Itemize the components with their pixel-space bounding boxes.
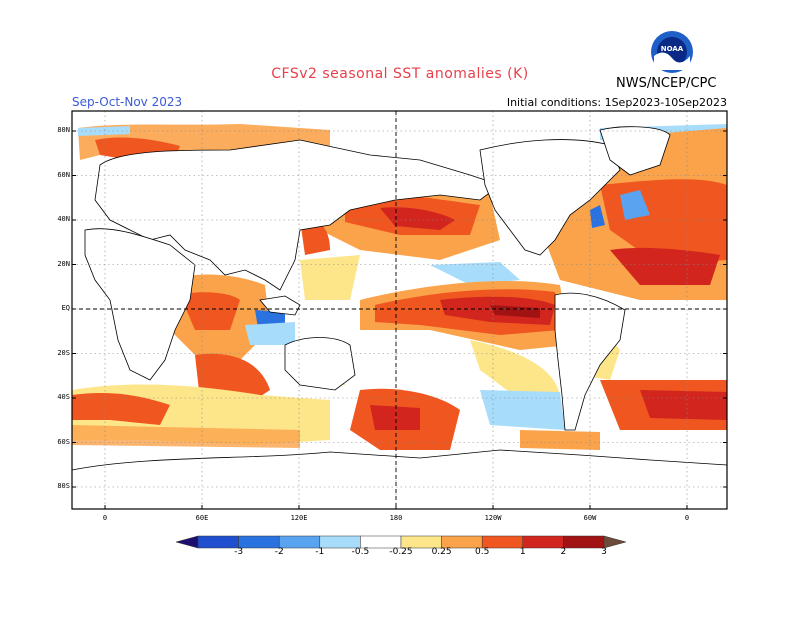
longitude-label: 120E: [290, 514, 308, 522]
latitude-label: 40S: [57, 393, 70, 401]
colorbar-label: -3: [234, 547, 244, 557]
agency-label: NWS/NCEP/CPC: [616, 76, 717, 91]
colorbar-label: 3: [601, 547, 607, 557]
longitude-label: 120W: [484, 514, 502, 522]
anomaly-patch: [470, 340, 560, 400]
landmass-indonesia: [259, 295, 301, 316]
anomaly-patch: [640, 390, 727, 420]
continents: [72, 126, 727, 509]
colorbar-segment: [563, 535, 605, 549]
anomaly-patch: [490, 305, 540, 318]
longitude-label: 0: [684, 514, 690, 522]
anomaly-patch: [520, 430, 600, 450]
landmass-antarctica: [72, 449, 727, 509]
colorbar-label: 0.5: [475, 547, 490, 557]
longitude-label: 0: [102, 514, 108, 522]
colorbar-segment: [197, 535, 239, 549]
latitude-label: 20S: [57, 348, 70, 357]
colorbar-segment: [238, 535, 280, 549]
landmass-south-america: [554, 292, 626, 431]
chart-title: CFSv2 seasonal SST anomalies (K): [271, 66, 529, 82]
landmass-australia: [284, 337, 356, 391]
graticule: [72, 111, 727, 509]
latitude-label: EQ: [61, 304, 70, 312]
anomaly-patch: [430, 262, 520, 285]
longitude-label: 60E: [195, 514, 209, 522]
colorbar-min-arrow: [175, 535, 199, 549]
colorbar-label: 2: [560, 547, 567, 557]
latitude-label: 80N: [57, 126, 70, 134]
colorbar-label: -1: [315, 547, 325, 557]
latitude-label: 60N: [57, 170, 70, 179]
anomaly-patch: [480, 390, 565, 430]
anomaly-patch: [620, 190, 650, 220]
colorbar-label: 0.25: [431, 547, 452, 557]
colorbar: [175, 535, 627, 549]
anomaly-patch: [380, 207, 455, 230]
map-frame: [71, 110, 728, 510]
latitude-label: 60S: [57, 437, 70, 446]
logo-wave: [654, 52, 690, 70]
colorbar-label: -0.5: [351, 547, 370, 557]
landmass-africa: [84, 228, 196, 381]
anomaly-patch: [370, 405, 420, 430]
anomaly-patch: [300, 255, 360, 300]
colorbar-segment: [278, 535, 321, 549]
colorbar-label: 1: [519, 547, 526, 557]
anomaly-patch: [590, 205, 605, 228]
landmass-north-america: [479, 139, 621, 256]
anomaly-patch: [72, 393, 170, 425]
colorbar-max-arrow: [603, 535, 627, 549]
latitude-label: 80S: [57, 482, 70, 490]
initial-conditions-label: Initial conditions: 1Sep2023-10Sep2023: [506, 96, 727, 109]
noaa-logo-icon: NOAA: [651, 31, 693, 73]
colorbar-label: -2: [274, 547, 284, 557]
anomaly-patch: [180, 292, 240, 330]
axis-ticks: [72, 130, 727, 509]
latitude-label: 20N: [57, 259, 70, 268]
longitude-label: 60W: [583, 514, 597, 522]
longitude-label: 180: [389, 514, 403, 522]
landmass-greenland: [599, 126, 671, 176]
colorbar-label: -0.25: [389, 547, 413, 557]
anomaly-patch: [245, 322, 295, 345]
logo-text: NOAA: [661, 45, 684, 53]
latitude-label: 40N: [57, 215, 70, 223]
colorbar-segment: [522, 535, 564, 549]
season-label: Sep-Oct-Nov 2023: [72, 95, 183, 109]
anomaly-patch: [610, 247, 720, 285]
